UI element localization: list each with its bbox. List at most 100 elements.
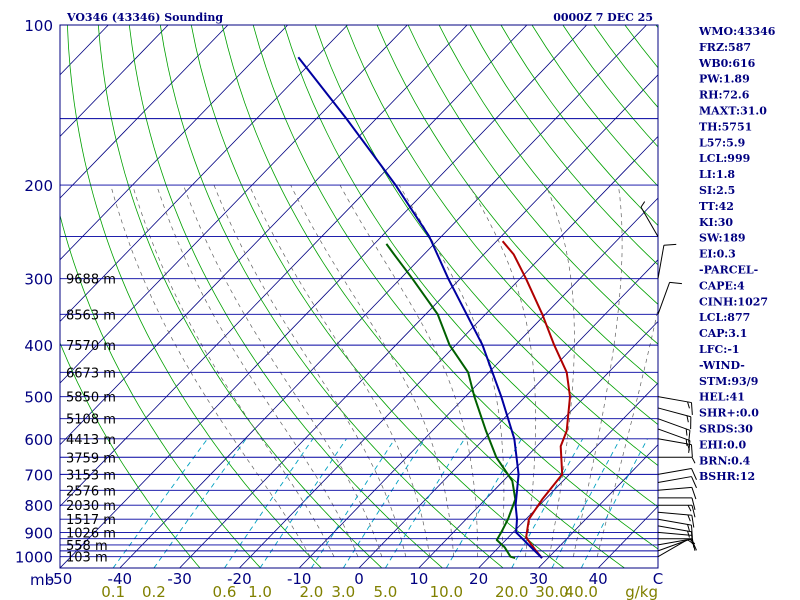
dry-adiabat-line (97, 25, 383, 568)
isotherm-line (60, 25, 348, 322)
height-label: 3153 m (66, 468, 116, 483)
wind-barb-flag (690, 444, 693, 458)
mixing-ratio-tick-label: 0.6 (213, 583, 237, 600)
dry-adiabat-line (407, 25, 658, 345)
wind-barb-flag (687, 401, 690, 409)
stat-item: CAP:3.1 (699, 327, 747, 340)
chart-timestamp: 0000Z 7 DEC 25 (553, 11, 653, 24)
moist-adiabat-line (213, 184, 407, 557)
pressure-axis: 100 200 300 400 500 600 700 800 900 1000 (15, 17, 53, 567)
stat-item: -WIND- (699, 359, 745, 372)
isotherm-line (60, 25, 528, 507)
stat-item: TH:5751 (699, 120, 752, 133)
wind-barb (657, 281, 682, 315)
dewpoint-line (385, 243, 517, 560)
stability-indices-panel: WMO:43346 FRZ:587 WB0:616 PW:1.89 RH:72.6 MAX… (698, 25, 776, 483)
pressure-tick-label: 300 (24, 271, 53, 289)
wind-barb (657, 518, 693, 538)
wind-barb-shaft (657, 476, 692, 483)
stat-item: LFC:-1 (699, 343, 740, 356)
mixing-ratio-tick-label: 3.0 (331, 583, 355, 600)
height-label: 2576 m (66, 484, 116, 499)
pressure-tick-label: 800 (24, 497, 53, 515)
temperature-tick-label: 40 (589, 570, 608, 588)
moist-adiabat-line (545, 184, 575, 557)
chart-title: VO346 (43346) Sounding (66, 11, 223, 24)
stat-item: LI:1.8 (699, 168, 735, 181)
stat-item: SRDS:30 (699, 423, 753, 436)
wind-barb (657, 418, 691, 443)
mixing-ratio-tick-label: 5.0 (373, 583, 397, 600)
isotherm-line (478, 382, 658, 568)
wind-barb-flag (690, 525, 693, 538)
wind-barb-shaft (657, 407, 691, 418)
height-label: 9688 m (66, 273, 116, 288)
stat-item: BRN:0.4 (699, 454, 751, 467)
isotherm-line (179, 74, 658, 568)
pressure-tick-label: 400 (24, 337, 53, 355)
stat-item: SI:2.5 (699, 184, 735, 197)
stat-item: TT:42 (699, 200, 734, 213)
wind-barb (657, 476, 697, 489)
mixing-ratio-tick-label: 0.2 (142, 583, 166, 600)
mixing-ratio-tick-label: 30.0 (535, 583, 568, 600)
stat-item: FRZ:587 (699, 41, 751, 54)
wind-barb (658, 497, 696, 510)
stat-item: STM:93/9 (699, 375, 758, 388)
isotherm-line (60, 25, 229, 199)
wind-barb (657, 467, 697, 480)
plot-frame (59, 24, 659, 569)
stat-item: WMO:43346 (698, 25, 776, 38)
temperature-tick-label: -40 (108, 570, 133, 588)
mixing-ratio-tick-label: 20.0 (495, 583, 528, 600)
temperature-tick-label: 20 (469, 570, 488, 588)
moist-adiabat-line (110, 185, 311, 557)
height-label: 1026 m (66, 526, 116, 541)
wind-barb-flag (686, 415, 689, 423)
stat-item: CINH:1027 (699, 295, 768, 308)
wind-barb-shaft (657, 531, 692, 536)
wind-barb-flag (687, 524, 690, 531)
height-labels: 9688 m 8563 m 7570 m 6673 m 5850 m 5108 m 4413… (66, 273, 116, 566)
stat-item: KI:30 (699, 216, 733, 229)
wind-barb-flag (685, 428, 688, 436)
wind-barb (657, 511, 695, 528)
mixing-ratio-axis: 0.1 0.2 0.6 1.0 2.0 3.0 5.0 10.0 20.0 30.040.0 (101, 583, 598, 600)
wind-barb-shaft (657, 518, 692, 526)
wind-barb-flag (687, 530, 690, 538)
sounding-profiles (297, 56, 571, 560)
height-label: 8563 m (66, 308, 116, 323)
wind-barb-shaft (657, 245, 665, 279)
temperature-tick-label: 0 (354, 570, 364, 588)
stat-item: LCL:999 (699, 152, 750, 165)
wind-barb (657, 243, 677, 279)
height-label: 5108 m (66, 413, 116, 428)
dry-adiabat-line (128, 25, 443, 568)
wind-barb-shaft (657, 538, 691, 552)
height-label: 4413 m (66, 433, 116, 448)
dry-adiabat-line (60, 213, 261, 568)
stat-item: BSHR:12 (699, 470, 755, 483)
mixing-ratio-tick-label: 40.0 (565, 583, 598, 600)
wind-barb-flag (669, 281, 682, 285)
wind-barb-flag (687, 504, 692, 512)
mixing-ratio-tick-label: 10.0 (430, 583, 463, 600)
pressure-tick-label: 200 (24, 177, 53, 195)
isotherm-line (358, 259, 658, 568)
isotherm-line (538, 444, 658, 568)
wind-barb-flag (691, 487, 697, 500)
moist-adiabat-line (398, 184, 505, 557)
height-label: 6673 m (66, 366, 116, 381)
wind-barb-shaft (657, 438, 692, 446)
wind-barb-shaft (657, 282, 671, 315)
wind-barb-flag (663, 243, 677, 246)
pressure-tick-label: 700 (24, 466, 53, 484)
stat-item: L57:5.9 (699, 136, 745, 149)
wind-barb-flag (685, 439, 688, 446)
wind-barb (657, 486, 697, 500)
temperature-tick-label: C (653, 570, 663, 588)
stat-item: HEL:41 (699, 391, 745, 404)
height-label: 558 m (66, 539, 108, 554)
